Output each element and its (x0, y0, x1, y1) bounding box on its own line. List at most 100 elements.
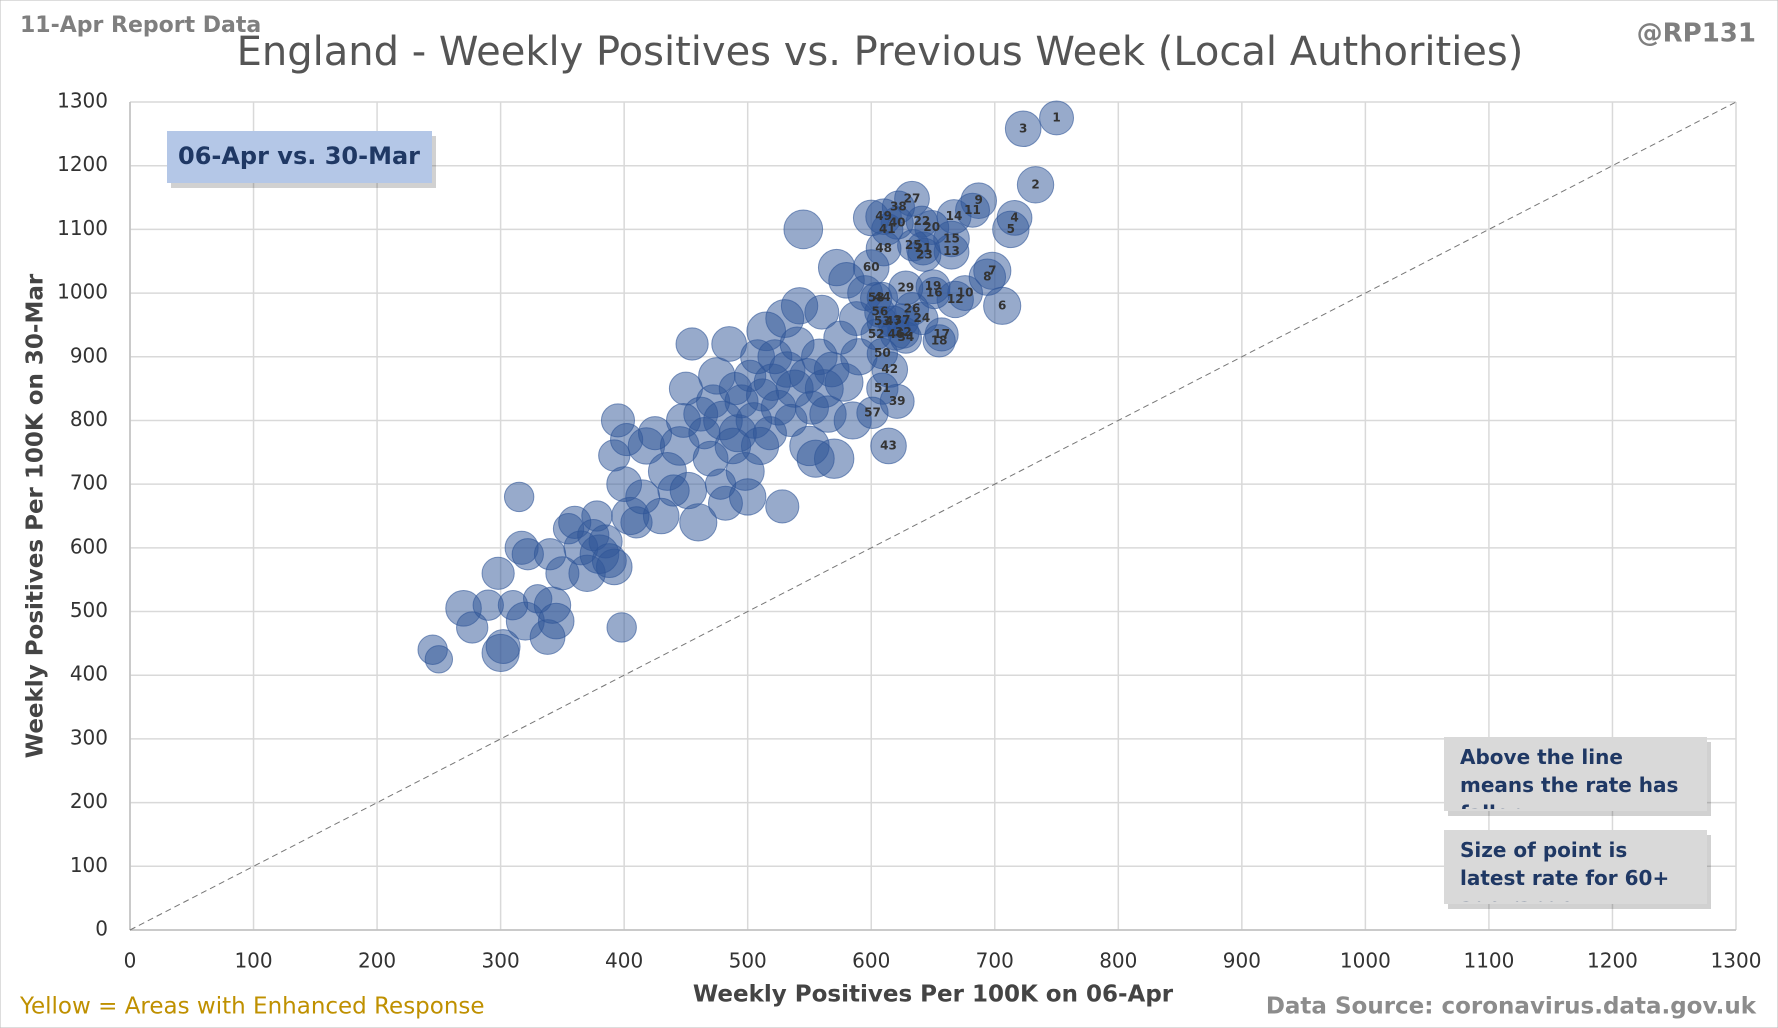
y-tick-label: 700 (70, 471, 108, 495)
bubble (870, 427, 907, 465)
point-label: 24 (914, 311, 931, 325)
point-label: 50 (874, 346, 891, 360)
note-wrap: Size of point is latest rate for 60+ age… (1460, 838, 1670, 902)
point-label: 12 (947, 292, 964, 306)
y-axis-label: Weekly Positives Per 100K on 30-Mar (23, 273, 49, 758)
point-label: 7 (988, 263, 996, 277)
y-tick-label: 900 (70, 343, 108, 367)
point-label: 42 (881, 362, 898, 376)
bubble (813, 438, 855, 479)
bubble (1039, 100, 1075, 136)
point-label: 38 (890, 200, 907, 214)
x-tick-label: 600 (852, 949, 890, 973)
marks: 1234567891011121314151617181920212223242… (417, 100, 1075, 674)
handle: @RP131 (1637, 19, 1756, 49)
point-label: 8 (983, 270, 991, 284)
y-tick-label: 100 (70, 853, 108, 877)
y-tick-label: 1000 (57, 280, 108, 304)
point-label: 27 (904, 191, 921, 205)
note-text: Size of point is latest rate for 60+ age… (1460, 838, 1670, 902)
bubble (765, 489, 800, 524)
point-label: 52 (868, 327, 885, 341)
point-label: 6 (998, 298, 1006, 312)
note-bg (1444, 737, 1707, 811)
bubble (856, 396, 889, 429)
bubble (728, 478, 767, 516)
x-tick-label: 900 (1223, 949, 1261, 973)
point-label: 40 (889, 216, 906, 230)
point-label: 47 (885, 314, 902, 328)
y-tick-label: 500 (70, 598, 108, 622)
point-label: 34 (897, 330, 914, 344)
x-tick-label: 1200 (1587, 949, 1638, 973)
x-tick-label: 0 (124, 949, 137, 973)
point-label: 5 (1007, 222, 1015, 236)
bubble (595, 548, 633, 586)
y-tick-label: 200 (70, 789, 108, 813)
bubble (424, 645, 454, 674)
bubble (679, 503, 718, 542)
y-tick-label: 600 (70, 534, 108, 558)
y-tick-label: 400 (70, 662, 108, 686)
x-axis-label: Weekly Positives Per 100K on 06-Apr (693, 982, 1174, 1008)
period-label: 06-Apr vs. 30-Mar (178, 142, 420, 170)
note-text: Above the line means the rate has fallen… (1460, 745, 1679, 809)
point-label: 53 (874, 314, 891, 328)
point-label: 37 (894, 313, 911, 327)
bubble (1016, 166, 1055, 204)
y-tick-label: 1200 (57, 152, 108, 176)
bubble (669, 471, 708, 510)
point-label: 49 (875, 209, 892, 223)
point-label: 20 (923, 220, 940, 234)
bubble (992, 210, 1030, 249)
bubble (804, 294, 840, 330)
point-label: 60 (863, 260, 880, 274)
note-bg (1444, 830, 1707, 904)
point-label: 44 (874, 290, 891, 304)
point-label: 26 (904, 302, 921, 316)
point-label: 57 (864, 405, 881, 419)
bubble (889, 321, 922, 354)
point-label: 15 (943, 231, 960, 245)
bubble (481, 556, 515, 590)
y-tick-label: 800 (70, 407, 108, 431)
bubble (606, 612, 637, 643)
point-label: 11 (964, 203, 981, 217)
point-label: 21 (915, 241, 932, 255)
chart-title: England - Weekly Positives vs. Previous … (237, 29, 1524, 75)
point-label: 18 (931, 333, 948, 347)
point-label: 19 (925, 279, 942, 293)
y-tick-label: 1300 (57, 89, 108, 113)
point-label: 41 (879, 222, 896, 236)
bubble (503, 481, 535, 513)
point-label: 43 (880, 438, 897, 452)
note-1: Above the line means the rate has fallen… (1444, 737, 1711, 816)
x-tick-label: 300 (482, 949, 520, 973)
point-label: 56 (872, 305, 889, 319)
x-tick-label: 500 (729, 949, 767, 973)
y-tick-label: 1100 (57, 216, 108, 240)
point-label: 2 (1031, 177, 1039, 191)
point-label: 3 (1019, 121, 1027, 135)
point-label: 22 (914, 214, 931, 228)
x-tick-label: 100 (234, 949, 272, 973)
parity-line (129, 101, 1737, 931)
point-label: 9 (975, 193, 983, 207)
point-label: 14 (946, 209, 963, 223)
point-label: 32 (895, 325, 912, 339)
y-tick-label: 0 (95, 917, 108, 941)
point-label: 13 (943, 244, 960, 258)
bubble (485, 629, 521, 665)
point-label: 29 (897, 280, 914, 294)
x-tick-label: 400 (605, 949, 643, 973)
point-label: 4 (1010, 210, 1018, 224)
point-label: 1 (1052, 110, 1060, 124)
period-box: 06-Apr vs. 30-Mar (167, 131, 436, 188)
point-label: 39 (889, 394, 906, 408)
x-tick-label: 1300 (1711, 949, 1762, 973)
x-tick-label: 200 (358, 949, 396, 973)
bubble (675, 327, 709, 361)
x-tick-label: 1000 (1340, 949, 1391, 973)
x-tick-label: 1100 (1463, 949, 1514, 973)
